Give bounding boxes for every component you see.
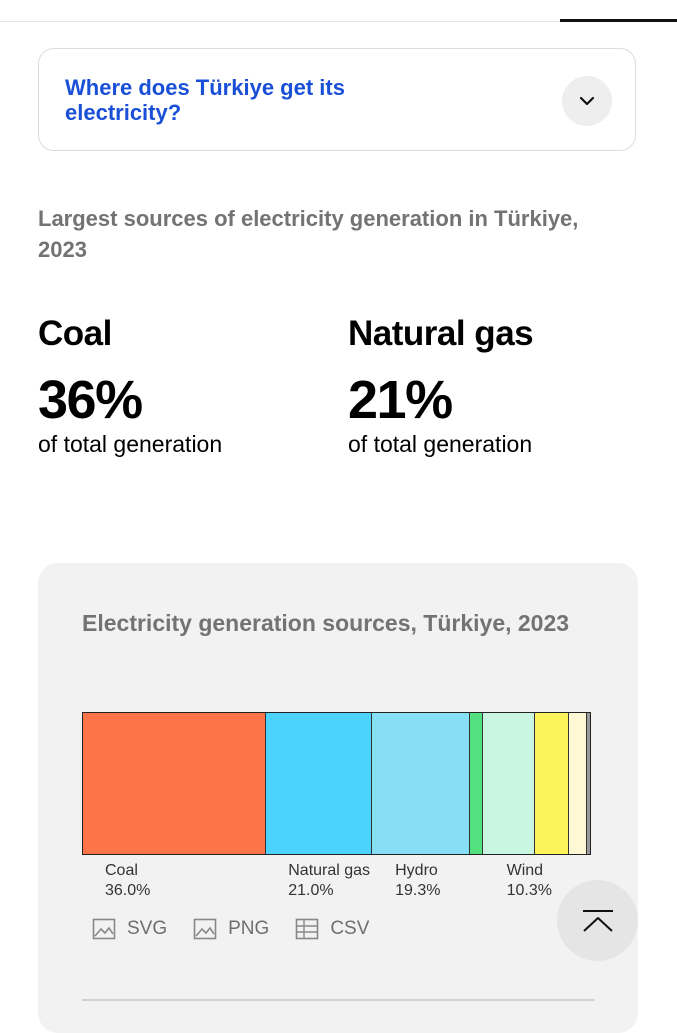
stat-name: Coal: [38, 314, 112, 353]
segment-label-name: Wind: [506, 862, 544, 879]
section-heading: Largest sources of electricity generatio…: [38, 206, 579, 262]
chevron-down-icon: [579, 96, 595, 106]
chart-title: Electricity generation sources, Türkiye,…: [82, 610, 570, 636]
stat-coal: Coal 36% of total generation: [38, 313, 328, 459]
segment-label-value: 21.0%: [288, 882, 334, 899]
segment-label-value: 19.3%: [395, 882, 441, 899]
active-tab-indicator: [560, 19, 677, 22]
download-svg-label: SVG: [127, 918, 168, 939]
bar-segment-hydro: [371, 713, 470, 854]
arrow-up-to-top-icon: [582, 909, 613, 932]
segment-label: Wind 10.3%: [507, 861, 552, 901]
faq-expand-button[interactable]: [562, 76, 612, 126]
faq-question[interactable]: Where does Türkiye get its electricity?: [65, 75, 345, 125]
segment-label: Hydro 19.3%: [395, 861, 440, 901]
stat-caption: of total generation: [38, 431, 223, 457]
segment-label-value: 36.0%: [105, 882, 151, 899]
segment-label-name: Hydro: [395, 862, 438, 879]
stat-caption: of total generation: [348, 431, 533, 457]
chart-card: Electricity generation sources, Türkiye,…: [38, 563, 638, 1033]
download-csv-button[interactable]: CSV: [295, 918, 369, 940]
scroll-to-top-button[interactable]: [557, 880, 638, 961]
bar-segment: [535, 713, 569, 854]
download-png-button[interactable]: PNG: [193, 918, 269, 940]
bar-segment: [586, 713, 590, 854]
segment-label-name: Natural gas: [288, 862, 371, 879]
table-icon: [296, 918, 319, 940]
stat-natural-gas: Natural gas 21% of total generation: [348, 313, 638, 459]
top-divider: [0, 21, 677, 22]
bar-segment-natural-gas: [265, 713, 372, 854]
stat-value: 21%: [348, 370, 453, 430]
card-divider: [82, 999, 595, 1001]
download-options: SVG PNG CSV: [92, 918, 395, 940]
image-icon: [193, 918, 217, 940]
bar-segment-coal: [83, 713, 266, 854]
segment-label-value: 10.3%: [506, 882, 552, 899]
stacked-bar: [82, 712, 591, 855]
image-icon: [92, 918, 116, 940]
segment-label: Coal 36.0%: [105, 861, 150, 901]
stat-name: Natural gas: [348, 314, 534, 353]
stat-value: 36%: [38, 370, 143, 430]
segment-label-name: Coal: [105, 862, 138, 879]
download-png-label: PNG: [228, 918, 270, 939]
bar-segment: [469, 713, 483, 854]
bar-segment-wind: [483, 713, 536, 854]
bar-segment: [568, 713, 587, 854]
faq-accordion[interactable]: Where does Türkiye get its electricity?: [38, 48, 636, 151]
download-csv-label: CSV: [330, 918, 370, 939]
download-svg-button[interactable]: SVG: [92, 918, 167, 940]
segment-label: Natural gas 21.0%: [288, 861, 370, 901]
